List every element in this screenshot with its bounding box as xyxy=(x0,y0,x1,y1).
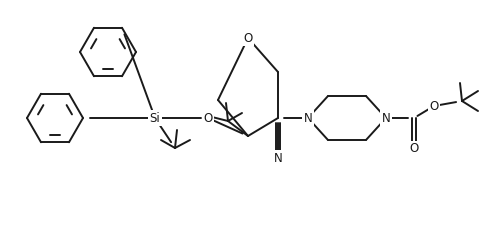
Text: Si: Si xyxy=(150,112,160,125)
Text: N: N xyxy=(304,112,312,125)
Text: O: O xyxy=(244,31,252,44)
Text: N: N xyxy=(274,151,282,164)
Text: O: O xyxy=(410,143,418,156)
Text: N: N xyxy=(382,112,390,125)
Text: O: O xyxy=(204,112,212,125)
Text: O: O xyxy=(430,100,438,113)
